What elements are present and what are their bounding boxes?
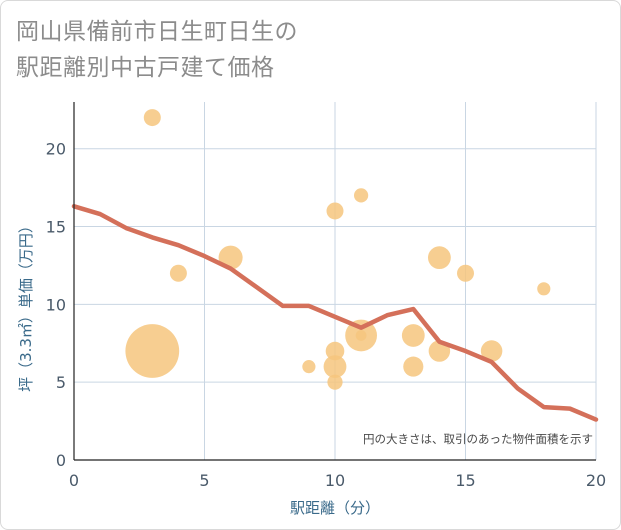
chart-title: 岡山県備前市日生町日生の 駅距離別中古戸建て価格 [16,14,298,86]
data-bubble [480,340,503,362]
data-bubble [457,264,474,282]
data-bubble [403,356,424,377]
x-tick-label: 10 [325,471,345,490]
data-bubble [401,324,425,347]
data-bubble [169,264,187,282]
axes [73,102,596,461]
trend-layer [71,204,599,422]
data-bubble [325,341,345,361]
trend-line [71,204,599,422]
y-tick-label: 10 [46,295,66,314]
grid-lines [74,102,597,460]
x-tick-label: 5 [199,471,209,490]
data-bubble [326,202,344,220]
data-bubble [355,330,367,341]
y-tick-label: 15 [46,218,66,237]
data-bubble [427,246,451,270]
x-tick-label: 15 [455,471,475,490]
bubble-size-note: 円の大きさは、取引のあった物件面積を示す [363,432,593,446]
chart-title-line-1: 岡山県備前市日生町日生の [16,19,298,45]
x-tick-label: 0 [69,471,79,490]
data-bubble [323,355,347,379]
data-bubble [302,360,316,374]
x-axis-label: 駅距離（分） [290,499,380,517]
data-bubble [327,374,343,390]
data-bubble [537,282,551,296]
y-axis-label: 坪（3.3㎡）単価（万円） [17,218,35,392]
data-bubble [125,324,180,378]
y-tick-label: 20 [46,140,66,159]
y-tick-label: 0 [56,451,66,470]
chart-title-line-2: 駅距離別中古戸建て価格 [16,55,275,81]
tick-labels: 0 5 10 15 20 0 5 10 15 20 [46,140,607,490]
y-tick-label: 5 [56,373,66,392]
x-tick-label: 20 [586,471,606,490]
data-bubble [353,188,369,203]
data-bubble [143,109,161,127]
